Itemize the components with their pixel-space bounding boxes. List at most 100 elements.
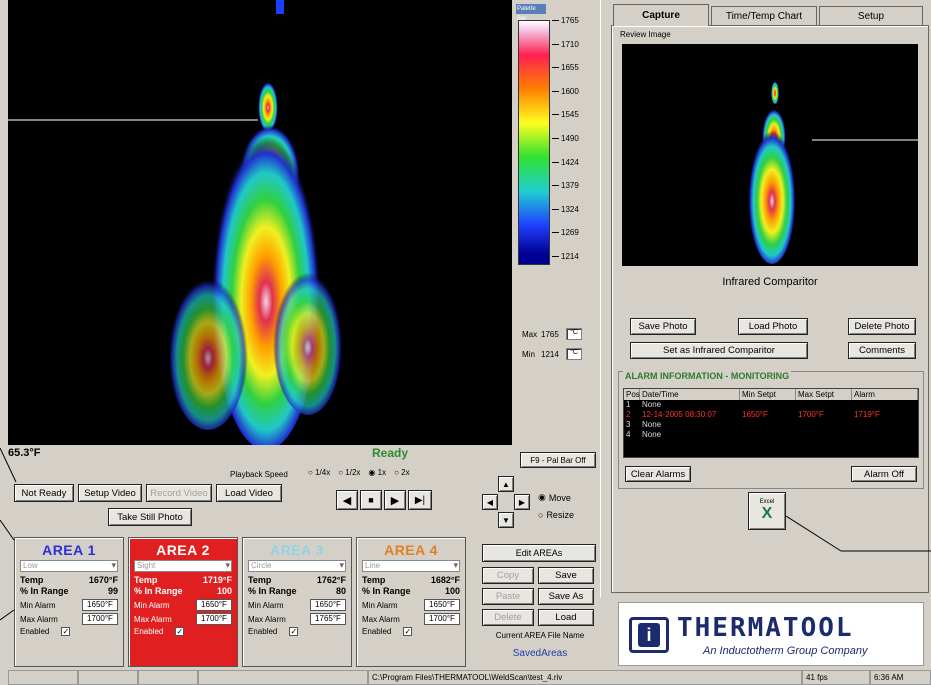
alarm-row[interactable]: 2 12-14-2005 08:30:07 1650°F 1700°F 1719°F [624,410,918,420]
right-panel: Capture Time/Temp Chart Setup Review Ima… [600,0,931,598]
save-button[interactable]: Save [538,567,594,584]
left-callout-lines-icon [0,447,17,621]
edit-areas-button[interactable]: Edit AREAs [482,544,596,562]
max-alarm-label: Max Alarm [362,614,400,624]
arrow-down-icon[interactable]: ▼ [498,512,514,528]
save-photo-button[interactable]: Save Photo [630,318,696,335]
video-state: Ready [372,446,409,460]
alarm-column-header[interactable]: Alarm [852,389,918,400]
area-panel[interactable]: AREA 1 Low Temp 1670°F % In Range 99 Min A… [14,537,124,667]
load-area-button[interactable]: Load [538,609,594,626]
alarm-table[interactable]: Pos Date/Time Min Setpt Max Setpt Alarm 1 Non… [623,388,919,458]
resize-radio[interactable]: ○ Resize [538,510,574,520]
min-alarm-field[interactable]: 1650°F [196,599,232,611]
area-shape-select[interactable]: Line [362,560,460,572]
pal-bar-off-button[interactable]: F9 - Pal Bar Off [520,452,596,468]
tab-time-temp-chart[interactable]: Time/Temp Chart [711,6,817,26]
max-alarm-field[interactable]: 1765°F [310,613,346,625]
enabled-checkbox[interactable]: ✓ [175,627,185,636]
alarm-cell [740,420,796,430]
load-photo-button[interactable]: Load Photo [738,318,808,335]
thermal-video-view[interactable] [8,0,512,445]
area-panel[interactable]: AREA 3 Circle Temp 1762°F % In Range 80 Mi… [242,537,352,667]
delete-area-button[interactable]: Delete [482,609,534,626]
area-shape-select[interactable]: Circle [248,560,346,572]
setup-video-button[interactable]: Setup Video [78,484,142,502]
palette-tick-label: 1379 [561,181,579,191]
palette-tick: 1324 [552,205,579,214]
set-comparitor-button[interactable]: Set as Infrared Comparitor [630,342,808,359]
area-shape-select[interactable]: Sight [134,560,232,572]
alarm-off-button[interactable]: Alarm Off [851,466,917,482]
speed-radio[interactable]: ○ 2x [394,468,410,477]
excel-export-button[interactable]: Excel X [748,492,786,530]
speed-label: 2x [401,468,410,477]
stop-icon[interactable]: ■ [360,490,382,510]
step-forward-icon[interactable]: ▶| [408,490,432,510]
rewind-icon[interactable]: ◀ [336,490,358,510]
alarm-cell [852,400,918,410]
temp-readout: 65.3°F [8,447,41,459]
enabled-checkbox[interactable]: ✓ [403,627,413,636]
alarm-cell [852,430,918,440]
min-alarm-field[interactable]: 1650°F [424,599,460,611]
area-shape-select[interactable]: Low [20,560,118,572]
comments-button[interactable]: Comments [848,342,916,359]
alarm-row[interactable]: 4 None [624,430,918,440]
speed-radio[interactable]: ○ 1/4x [308,468,330,477]
palette-tick: 1710 [552,40,579,49]
min-alarm-field[interactable]: 1650°F [310,599,346,611]
area-temp-value: 1670°F [88,575,118,585]
paste-button[interactable]: Paste [482,588,534,605]
play-icon[interactable]: ▶ [384,490,406,510]
review-plume-image [748,80,918,264]
enabled-checkbox[interactable]: ✓ [61,627,71,636]
record-video-button[interactable]: Record Video [146,484,212,502]
alarm-row[interactable]: 3 None [624,420,918,430]
clear-alarms-button[interactable]: Clear Alarms [625,466,691,482]
excel-label: Excel [759,499,775,505]
palette-tick: 1765 [552,16,579,25]
min-alarm-field[interactable]: 1650°F [82,599,118,611]
tab-capture[interactable]: Capture [613,4,709,26]
alarm-row[interactable]: 1 None [624,400,918,410]
area-panel[interactable]: AREA 2 Sight Temp 1719°F % In Range 100 Mi… [128,537,238,667]
alarm-column-header[interactable]: Pos [626,389,640,400]
speed-radio[interactable]: ○ 1/2x [338,468,360,477]
speed-label: 1/2x [345,468,361,477]
enabled-checkbox[interactable]: ✓ [289,627,299,636]
copy-button[interactable]: Copy [482,567,534,584]
alarm-table-body: 1 None 2 12-14-2005 08:30:07 1650°F 1700°F 171… [624,400,918,440]
arrow-left-icon[interactable]: ◀ [482,494,498,510]
alarm-column-header[interactable]: Max Setpt [796,389,852,400]
playback-speed-group: ○ 1/4x ○ 1/2x ◉ 1x ○ 2x [308,468,410,477]
palette-max-value: 1765 [541,330,559,339]
speed-radio[interactable]: ◉ 1x [368,468,386,477]
alarm-column-header[interactable]: Date/Time [640,389,740,400]
palette-tick: 1600 [552,87,579,96]
move-radio[interactable]: ◉ Move [538,492,571,503]
max-alarm-field[interactable]: 1700°F [424,613,460,625]
not-ready-button[interactable]: Not Ready [14,484,74,502]
alarm-cell: 12-14-2005 08:30:07 [642,410,717,419]
area-range-label: % In Range [20,586,69,596]
delete-photo-button[interactable]: Delete Photo [848,318,916,335]
alarm-column-header[interactable]: Min Setpt [740,389,796,400]
area-panel[interactable]: AREA 4 Line Temp 1682°F % In Range 100 Min… [356,537,466,667]
take-still-photo-button[interactable]: Take Still Photo [108,508,192,526]
arrow-right-icon[interactable]: ▶ [514,494,530,510]
palette-min-label: Min [522,350,535,359]
palette-min-unit[interactable]: °C [566,348,582,360]
save-as-button[interactable]: Save As [538,588,594,605]
max-alarm-field[interactable]: 1700°F [196,613,232,625]
palette-max-unit[interactable]: °C [566,328,582,340]
callout-line-icon [786,516,931,552]
load-video-button[interactable]: Load Video [216,484,282,502]
palette-title: Palette Bar [516,4,546,22]
min-alarm-label: Min Alarm [362,600,398,610]
arrow-up-icon[interactable]: ▲ [498,476,514,492]
tab-setup[interactable]: Setup [819,6,923,26]
area-title: AREA 4 [384,542,438,558]
max-alarm-field[interactable]: 1700°F [82,613,118,625]
palette-tick-label: 1269 [561,228,579,238]
